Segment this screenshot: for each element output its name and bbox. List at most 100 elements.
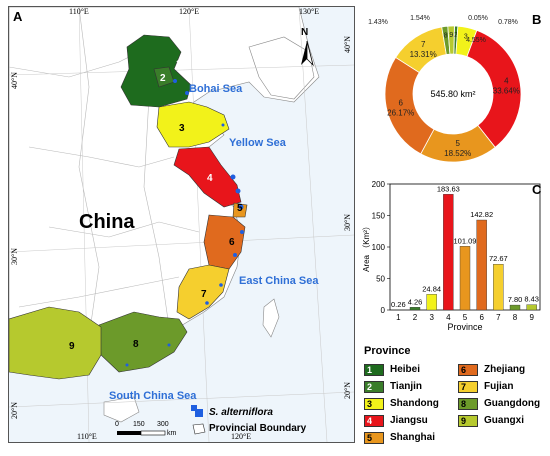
species-legend-label: S. alterniflora <box>209 407 273 418</box>
bar <box>493 264 504 311</box>
province-swatch-number: 2 <box>367 381 373 392</box>
x-tick-label: 7 <box>496 313 501 322</box>
province-shanghai <box>232 202 248 218</box>
province-number: 2 <box>160 73 166 84</box>
north-arrow-icon <box>301 40 314 67</box>
y-tick-label: 200 <box>372 180 386 189</box>
bar <box>509 304 521 311</box>
scale-tick: 0 <box>115 421 119 428</box>
sea-label-east-china: East China Sea <box>239 275 319 287</box>
bar-panel: 0 50 100 150 200 0.26 1 4.26 2 24.84 3 183.63 4 101.0… <box>360 178 546 342</box>
province-legend-item: 2 Tianjin <box>364 380 422 393</box>
sea-label-south-china: South China Sea <box>109 390 197 402</box>
province-number: 8 <box>133 339 139 350</box>
x-tick-label: 6 <box>479 313 484 322</box>
province-number: 4 <box>207 173 213 184</box>
province-swatch: 4 <box>364 414 384 427</box>
bar-value-label: 0.26 <box>391 300 406 309</box>
province-legend-item: 1 Heibei <box>364 363 420 376</box>
donut-slice <box>384 56 435 155</box>
slice-percent: 1.54% <box>410 15 430 22</box>
province-name: Guangxi <box>484 415 525 426</box>
lon-label: 120°E <box>179 7 200 16</box>
bar-value-label: 7.80 <box>508 295 523 304</box>
bar-value-label: 8.43 <box>524 295 539 304</box>
bar-value-label: 101.09 <box>454 236 477 245</box>
graticule <box>9 7 354 442</box>
lat-label: 30°N <box>10 248 19 265</box>
province-swatch: 9 <box>458 414 478 427</box>
bar-value-label: 4.26 <box>408 297 423 306</box>
bar-value-label: 142.82 <box>470 210 493 219</box>
slice-number: 3 <box>464 33 468 40</box>
bar-value-label: 183.63 <box>437 184 460 193</box>
sea-label-yellow: Yellow Sea <box>229 137 286 149</box>
province-name: Tianjin <box>390 381 423 392</box>
lat-label: 40°N <box>10 72 19 89</box>
province-legend-item: 7 Fujian <box>458 380 513 393</box>
slice-number: 4 <box>504 77 509 86</box>
province-swatch: 3 <box>364 397 384 410</box>
province-name: Jiangsu <box>390 415 428 426</box>
slice-percent: 26.17% <box>387 109 414 118</box>
sea-label-bohai: Bohai Sea <box>189 83 243 95</box>
slice-percent: 4.55% <box>466 37 486 44</box>
province-number: 1 <box>176 59 182 70</box>
y-axis-label: Area （Km²） <box>362 222 371 272</box>
bar <box>426 294 437 311</box>
species-distribution <box>125 79 244 367</box>
x-tick-label: 2 <box>413 313 418 322</box>
province-name: Shandong <box>390 398 439 409</box>
slice-number: 2 <box>454 32 458 39</box>
province-guangxi <box>9 306 102 380</box>
y-tick-label: 100 <box>372 243 386 252</box>
province-legend-item: 8 Guangdong <box>458 397 540 410</box>
slice-number: 7 <box>421 40 426 49</box>
scale-bar <box>117 430 166 436</box>
map-panel: A 110°E 120°E 130°E 110°E 120°E 40°N 30°… <box>8 6 355 443</box>
province-legend-item: 6 Zhejiang <box>458 363 525 376</box>
country-label: China <box>79 211 135 233</box>
province-swatch-number: 1 <box>367 364 373 375</box>
province-legend-item: 5 Shanghai <box>364 431 435 444</box>
y-tick-label: 0 <box>381 306 386 315</box>
province-legend: Province 1 Heibei 2 Tianjin 3 Shandong 4 Jiangs… <box>362 345 548 455</box>
slice-percent: 18.52% <box>444 149 471 158</box>
province-legend-title: Province <box>364 345 411 357</box>
province-legend-item: 3 Shandong <box>364 397 439 410</box>
bar-value-label: 24.84 <box>422 284 441 293</box>
slice-percent: 0.05% <box>468 15 488 22</box>
province-swatch-number: 4 <box>367 415 373 426</box>
slice-percent: 0.78% <box>498 19 518 26</box>
province-fujian <box>176 264 230 320</box>
y-tick-label: 50 <box>376 275 385 284</box>
lat-label: 20°N <box>10 402 19 419</box>
province-name: Guangdong <box>484 398 541 409</box>
x-tick-label: 9 <box>529 313 534 322</box>
slice-number: 6 <box>399 99 404 108</box>
province-name: Shanghai <box>390 432 436 443</box>
slice-percent: 33.64% <box>493 87 520 96</box>
province-number: 9 <box>69 341 75 352</box>
scale-unit: km <box>167 430 177 437</box>
lon-label: 120°E <box>231 432 252 441</box>
bar-panel-label: C <box>532 182 542 197</box>
slice-number: 5 <box>456 139 461 148</box>
species-legend-icon <box>191 405 203 417</box>
lat-label: 40°N <box>343 36 352 53</box>
lon-label: 110°E <box>69 7 89 16</box>
province-guangdong <box>98 311 188 373</box>
province-swatch-number: 9 <box>461 415 467 426</box>
province-swatch: 8 <box>458 397 478 410</box>
lon-label: 130°E <box>299 7 320 16</box>
province-swatch-number: 6 <box>461 364 467 375</box>
map-svg <box>9 7 354 442</box>
x-tick-label: 1 <box>396 313 401 322</box>
province-jiangsu <box>173 146 242 208</box>
boundary-legend-label: Provincial Boundary <box>209 423 307 434</box>
species-legend-text: S. alterniflora <box>209 407 273 418</box>
y-tick-label: 150 <box>372 212 386 221</box>
map-panel-label: A <box>13 9 23 24</box>
slice-number: 9 <box>449 32 453 39</box>
bar <box>526 304 537 311</box>
